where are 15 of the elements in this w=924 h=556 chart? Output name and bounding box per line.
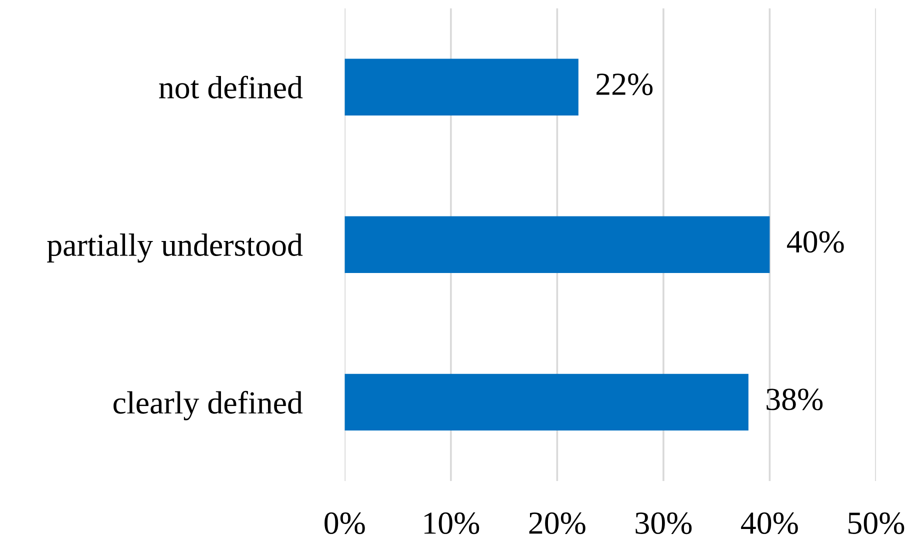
x-tick-label: 40% (741, 512, 798, 534)
data-label: 22% (596, 74, 653, 96)
data-label: 40% (786, 231, 844, 253)
y-tick-label: clearly defined (114, 390, 303, 420)
x-tick-label: 20% (529, 512, 586, 534)
y-tick-label: partially understood (47, 234, 303, 263)
bar (344, 374, 748, 431)
y-tick-label: not defined (159, 76, 303, 99)
x-tick-label: 50% (848, 512, 904, 534)
x-tick-label: 10% (424, 512, 480, 534)
bar (344, 216, 770, 273)
bar (344, 58, 578, 116)
x-tick-label: 30% (636, 512, 692, 534)
x-tick-label: 0% (324, 512, 365, 534)
data-label: 38% (766, 388, 823, 410)
